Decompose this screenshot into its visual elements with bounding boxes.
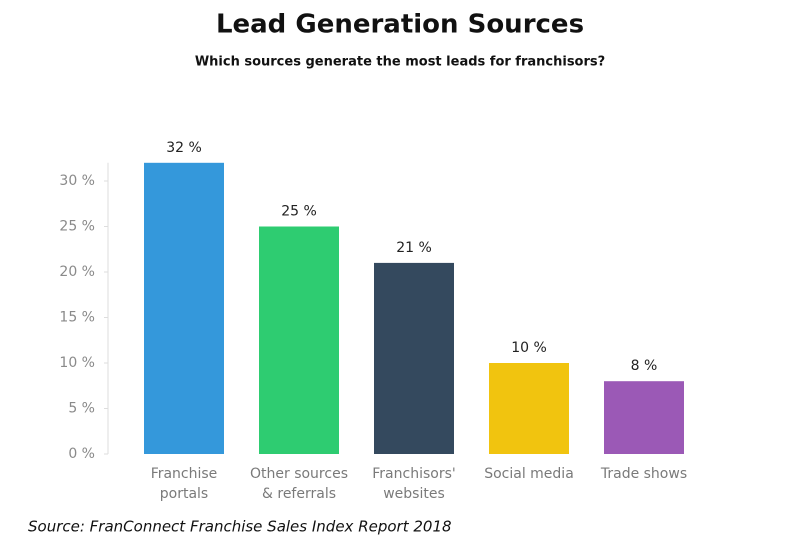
value-label: 21 % xyxy=(396,240,432,256)
y-tick-label: 0 % xyxy=(68,446,95,462)
bar xyxy=(144,162,224,455)
y-tick-label: 20 % xyxy=(59,264,95,280)
y-tick-label: 15 % xyxy=(59,310,95,326)
chart-subtitle: Which sources generate the most leads fo… xyxy=(195,55,605,70)
x-tick-label: Franchise portals xyxy=(151,466,218,502)
y-tick-label: 10 % xyxy=(59,355,95,371)
value-label: 10 % xyxy=(511,340,547,356)
source-note: Source: FranConnect Franchise Sales Inde… xyxy=(28,518,452,536)
value-label: 25 % xyxy=(281,204,317,220)
y-tick-label: 5 % xyxy=(68,401,95,417)
value-label: 8 % xyxy=(631,358,658,374)
bar xyxy=(374,262,454,454)
bar xyxy=(604,381,684,454)
y-tick-label: 30 % xyxy=(59,173,95,189)
y-tick-label: 25 % xyxy=(59,219,95,235)
value-label: 32 % xyxy=(166,140,202,156)
chart-title: Lead Generation Sources xyxy=(216,10,584,40)
x-tick-label: Other sources & referrals xyxy=(250,466,348,502)
x-tick-label: Franchisors' websites xyxy=(372,466,455,502)
bar xyxy=(259,226,339,454)
x-tick-label: Trade shows xyxy=(600,466,687,482)
bar xyxy=(489,363,569,454)
x-tick-label: Social media xyxy=(484,466,574,482)
